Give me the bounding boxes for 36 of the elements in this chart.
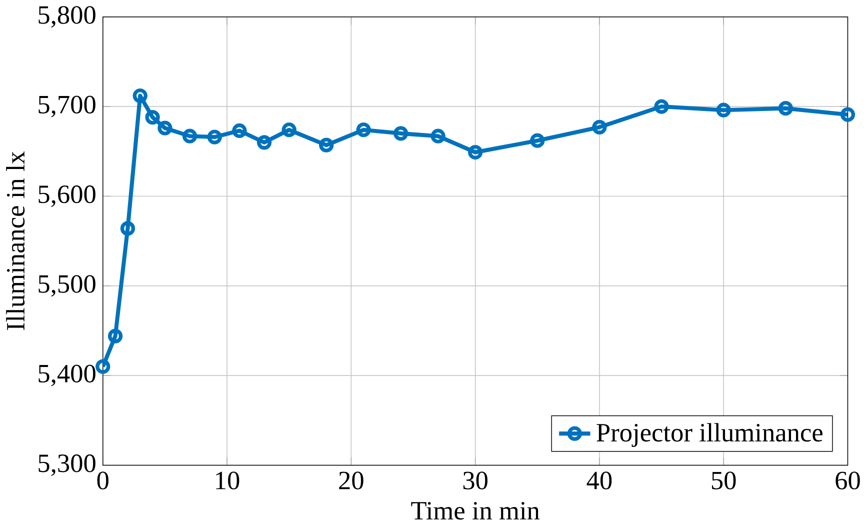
- point: [778, 101, 793, 116]
- point: [158, 120, 172, 136]
- point: [132, 88, 148, 104]
- point: [468, 145, 483, 160]
- x-tick-label: 10: [216, 472, 240, 490]
- point: [120, 221, 136, 236]
- point: [145, 110, 160, 125]
- point: [108, 328, 123, 344]
- point: [207, 130, 222, 144]
- y-tick-label: 5,300: [38, 454, 96, 476]
- point: [654, 99, 669, 114]
- x-tick-label: 0: [97, 472, 108, 490]
- y-tick-label: 5,800: [38, 6, 96, 28]
- point: [232, 124, 247, 138]
- point: [356, 122, 371, 138]
- point: [182, 128, 198, 144]
- x-tick-label: 30: [463, 472, 488, 490]
- point: [256, 135, 272, 150]
- point: [394, 126, 408, 141]
- point: [530, 133, 545, 148]
- y-axis-title: Illuminance in lx: [6, 151, 25, 330]
- x-tick-label: 20: [339, 472, 364, 490]
- x-axis-title: Time in min: [411, 502, 540, 520]
- point: [282, 122, 296, 138]
- y-tick-label: 5,400: [38, 364, 96, 386]
- y-tick-label: 5,600: [38, 186, 96, 208]
- y-tick-label: 5,500: [38, 275, 96, 297]
- point: [430, 128, 446, 144]
- x-tick-label: 40: [586, 472, 612, 490]
- legend-label: Projector illuminance: [596, 423, 822, 448]
- x-tick-label: 60: [836, 472, 860, 490]
- point: [716, 102, 731, 118]
- point: [592, 120, 607, 135]
- y-tick-label: 5,700: [38, 96, 96, 118]
- x-tick-label: 50: [712, 472, 736, 490]
- point: [319, 138, 334, 153]
